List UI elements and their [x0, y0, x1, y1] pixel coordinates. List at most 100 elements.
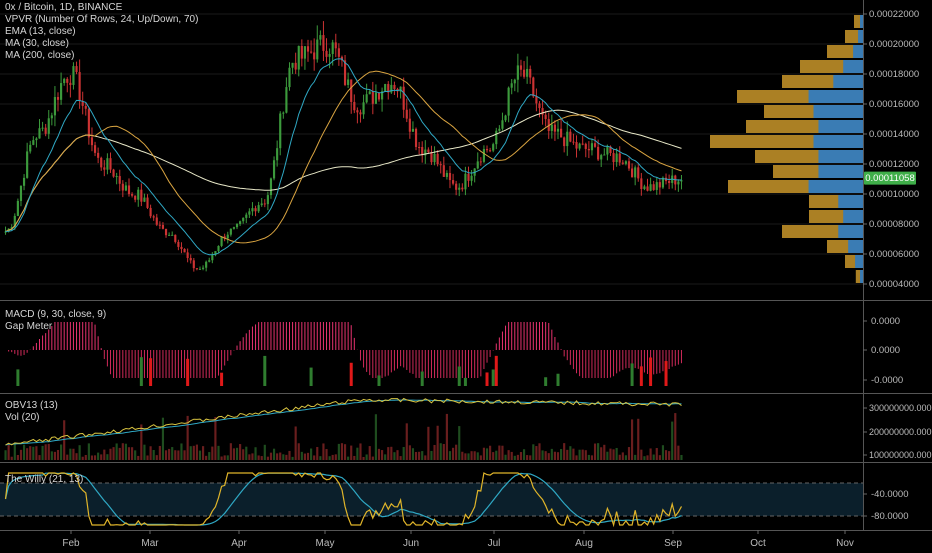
volume-bar: [523, 449, 525, 460]
volume-bar: [517, 455, 519, 460]
legend-gap-meter[interactable]: Gap Meter: [5, 321, 106, 333]
volume-bar: [276, 453, 278, 460]
obv-axis[interactable]: 300000000.0000 200000000.0000 100000000.00…: [863, 403, 932, 460]
candle-body: [26, 151, 28, 177]
volume-bar: [196, 445, 198, 460]
legend-obv[interactable]: OBV13 (13): [5, 400, 58, 412]
volume-bar: [165, 450, 167, 460]
volume-bar: [634, 455, 636, 460]
candle-body: [304, 46, 306, 58]
candle-body: [467, 174, 469, 181]
candle-body: [504, 116, 506, 121]
candle-body: [165, 229, 167, 235]
candle-body: [310, 52, 312, 53]
candle-body: [579, 144, 581, 149]
volume-bar: [674, 413, 676, 460]
candle-body: [646, 186, 648, 190]
time-tick-label: Oct: [750, 538, 766, 549]
candle-body: [362, 102, 364, 114]
candle-body: [202, 268, 204, 269]
time-tick-label: Mar: [141, 538, 159, 549]
legend-ma30[interactable]: MA (30, close): [5, 38, 198, 50]
time-tick-label: Jul: [488, 538, 501, 549]
gap-meter-bar: [492, 369, 495, 386]
candle-body: [366, 94, 368, 102]
gap-meter-bar: [640, 366, 643, 386]
volume-bar: [248, 454, 250, 460]
vp-bar-down: [838, 195, 863, 208]
candle-body: [75, 66, 77, 72]
candle-body: [146, 198, 148, 208]
candle-body: [153, 216, 155, 217]
volume-bar: [492, 452, 494, 460]
volume-bar: [548, 453, 550, 460]
volume-bar: [625, 455, 627, 460]
candle-body: [616, 154, 618, 163]
volume-bar: [653, 455, 655, 460]
macd-tick-label: 0.0000: [871, 345, 900, 356]
volume-bar: [631, 419, 633, 460]
time-axis[interactable]: Feb Mar Apr May Jun Jul Aug Sep Oct Nov: [62, 530, 854, 549]
volume-bar: [174, 450, 176, 460]
gap-meter-bar: [665, 361, 668, 386]
willy-tick-label: -40.0000: [871, 489, 909, 500]
vp-bar-down: [818, 120, 863, 133]
volume-bar: [668, 451, 670, 460]
volume-bar: [211, 447, 213, 460]
vp-bar-down: [809, 180, 863, 193]
volume-bar: [616, 448, 618, 460]
candle-body: [523, 70, 525, 77]
volume-bar: [60, 444, 62, 460]
volume-bar: [452, 448, 454, 460]
volume-bar: [582, 450, 584, 460]
volume-bar: [251, 453, 253, 460]
volume-bar: [199, 451, 201, 460]
volume-bar: [680, 455, 682, 460]
candle-body: [97, 153, 99, 158]
legend-ma200[interactable]: MA (200, close): [5, 50, 198, 62]
time-tick-label: Jun: [403, 538, 419, 549]
candle-body: [177, 242, 179, 247]
willy-axis[interactable]: -40.0000 -80.0000: [863, 489, 909, 522]
candle-body: [563, 137, 565, 146]
candle-body: [359, 112, 361, 114]
legend-vol[interactable]: Vol (20): [5, 412, 58, 424]
volume-bar: [82, 457, 84, 460]
candle-body: [66, 79, 68, 83]
candle-body: [242, 218, 244, 221]
legend-macd[interactable]: MACD (9, 30, close, 9): [5, 309, 106, 321]
candle-body: [520, 65, 522, 69]
volume-bar: [310, 449, 312, 460]
volume-bar: [427, 427, 429, 460]
candle-body: [344, 60, 346, 85]
volume-bar: [4, 450, 6, 460]
obv-pane: [4, 399, 682, 461]
candle-body: [267, 195, 269, 204]
volume-bar: [483, 448, 485, 460]
candle-body: [551, 125, 553, 131]
volume-bar: [88, 443, 90, 460]
candle-body: [254, 208, 256, 211]
obv-tick-label: 100000000.0000: [869, 450, 932, 460]
volume-bar: [594, 444, 596, 460]
volume-bar: [575, 455, 577, 460]
legend-ema[interactable]: EMA (13, close): [5, 26, 198, 38]
candle-body: [501, 120, 503, 128]
volume-bar: [545, 451, 547, 460]
candle-body: [464, 174, 466, 190]
candle-body: [597, 147, 599, 160]
candle-body: [409, 119, 411, 132]
chart-title[interactable]: 0x / Bitcoin, 1D, BINANCE: [5, 2, 198, 14]
volume-bar: [396, 450, 398, 460]
legend-vpvr[interactable]: VPVR (Number Of Rows, 24, Up/Down, 70): [5, 14, 198, 26]
price-axis[interactable]: 0.00022000 0.00020000 0.00018000 0.00016000…: [863, 9, 919, 290]
macd-axis[interactable]: 0.0000 0.0000 -0.0000: [863, 316, 903, 386]
candle-body: [319, 35, 321, 39]
volume-bar: [100, 454, 102, 460]
candle-body: [85, 106, 87, 109]
vp-bar-down: [809, 90, 863, 103]
legend-willy[interactable]: The Willy (21, 13): [5, 474, 83, 486]
volume-bar: [298, 443, 300, 460]
